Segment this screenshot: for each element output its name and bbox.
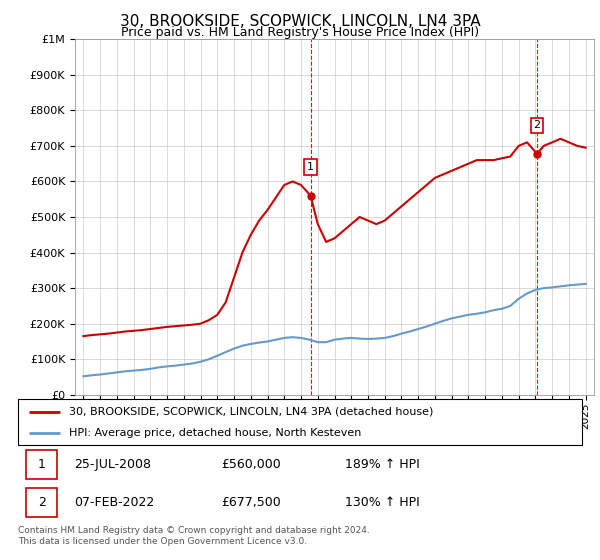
Text: £677,500: £677,500 (221, 496, 281, 509)
Text: 1: 1 (307, 162, 314, 172)
Text: Contains HM Land Registry data © Crown copyright and database right 2024.
This d: Contains HM Land Registry data © Crown c… (18, 526, 370, 546)
Text: HPI: Average price, detached house, North Kesteven: HPI: Average price, detached house, Nort… (69, 428, 361, 438)
Text: 30, BROOKSIDE, SCOPWICK, LINCOLN, LN4 3PA: 30, BROOKSIDE, SCOPWICK, LINCOLN, LN4 3P… (119, 14, 481, 29)
Text: £560,000: £560,000 (221, 458, 281, 471)
Text: 25-JUL-2008: 25-JUL-2008 (74, 458, 151, 471)
FancyBboxPatch shape (18, 399, 582, 445)
Text: Price paid vs. HM Land Registry's House Price Index (HPI): Price paid vs. HM Land Registry's House … (121, 26, 479, 39)
Text: 2: 2 (38, 496, 46, 509)
Text: 1: 1 (38, 458, 46, 471)
Text: 30, BROOKSIDE, SCOPWICK, LINCOLN, LN4 3PA (detached house): 30, BROOKSIDE, SCOPWICK, LINCOLN, LN4 3P… (69, 407, 433, 417)
FancyBboxPatch shape (26, 450, 58, 479)
FancyBboxPatch shape (26, 488, 58, 517)
Text: 2: 2 (533, 120, 541, 130)
Text: 07-FEB-2022: 07-FEB-2022 (74, 496, 155, 509)
Text: 130% ↑ HPI: 130% ↑ HPI (345, 496, 420, 509)
Text: 189% ↑ HPI: 189% ↑ HPI (345, 458, 420, 471)
